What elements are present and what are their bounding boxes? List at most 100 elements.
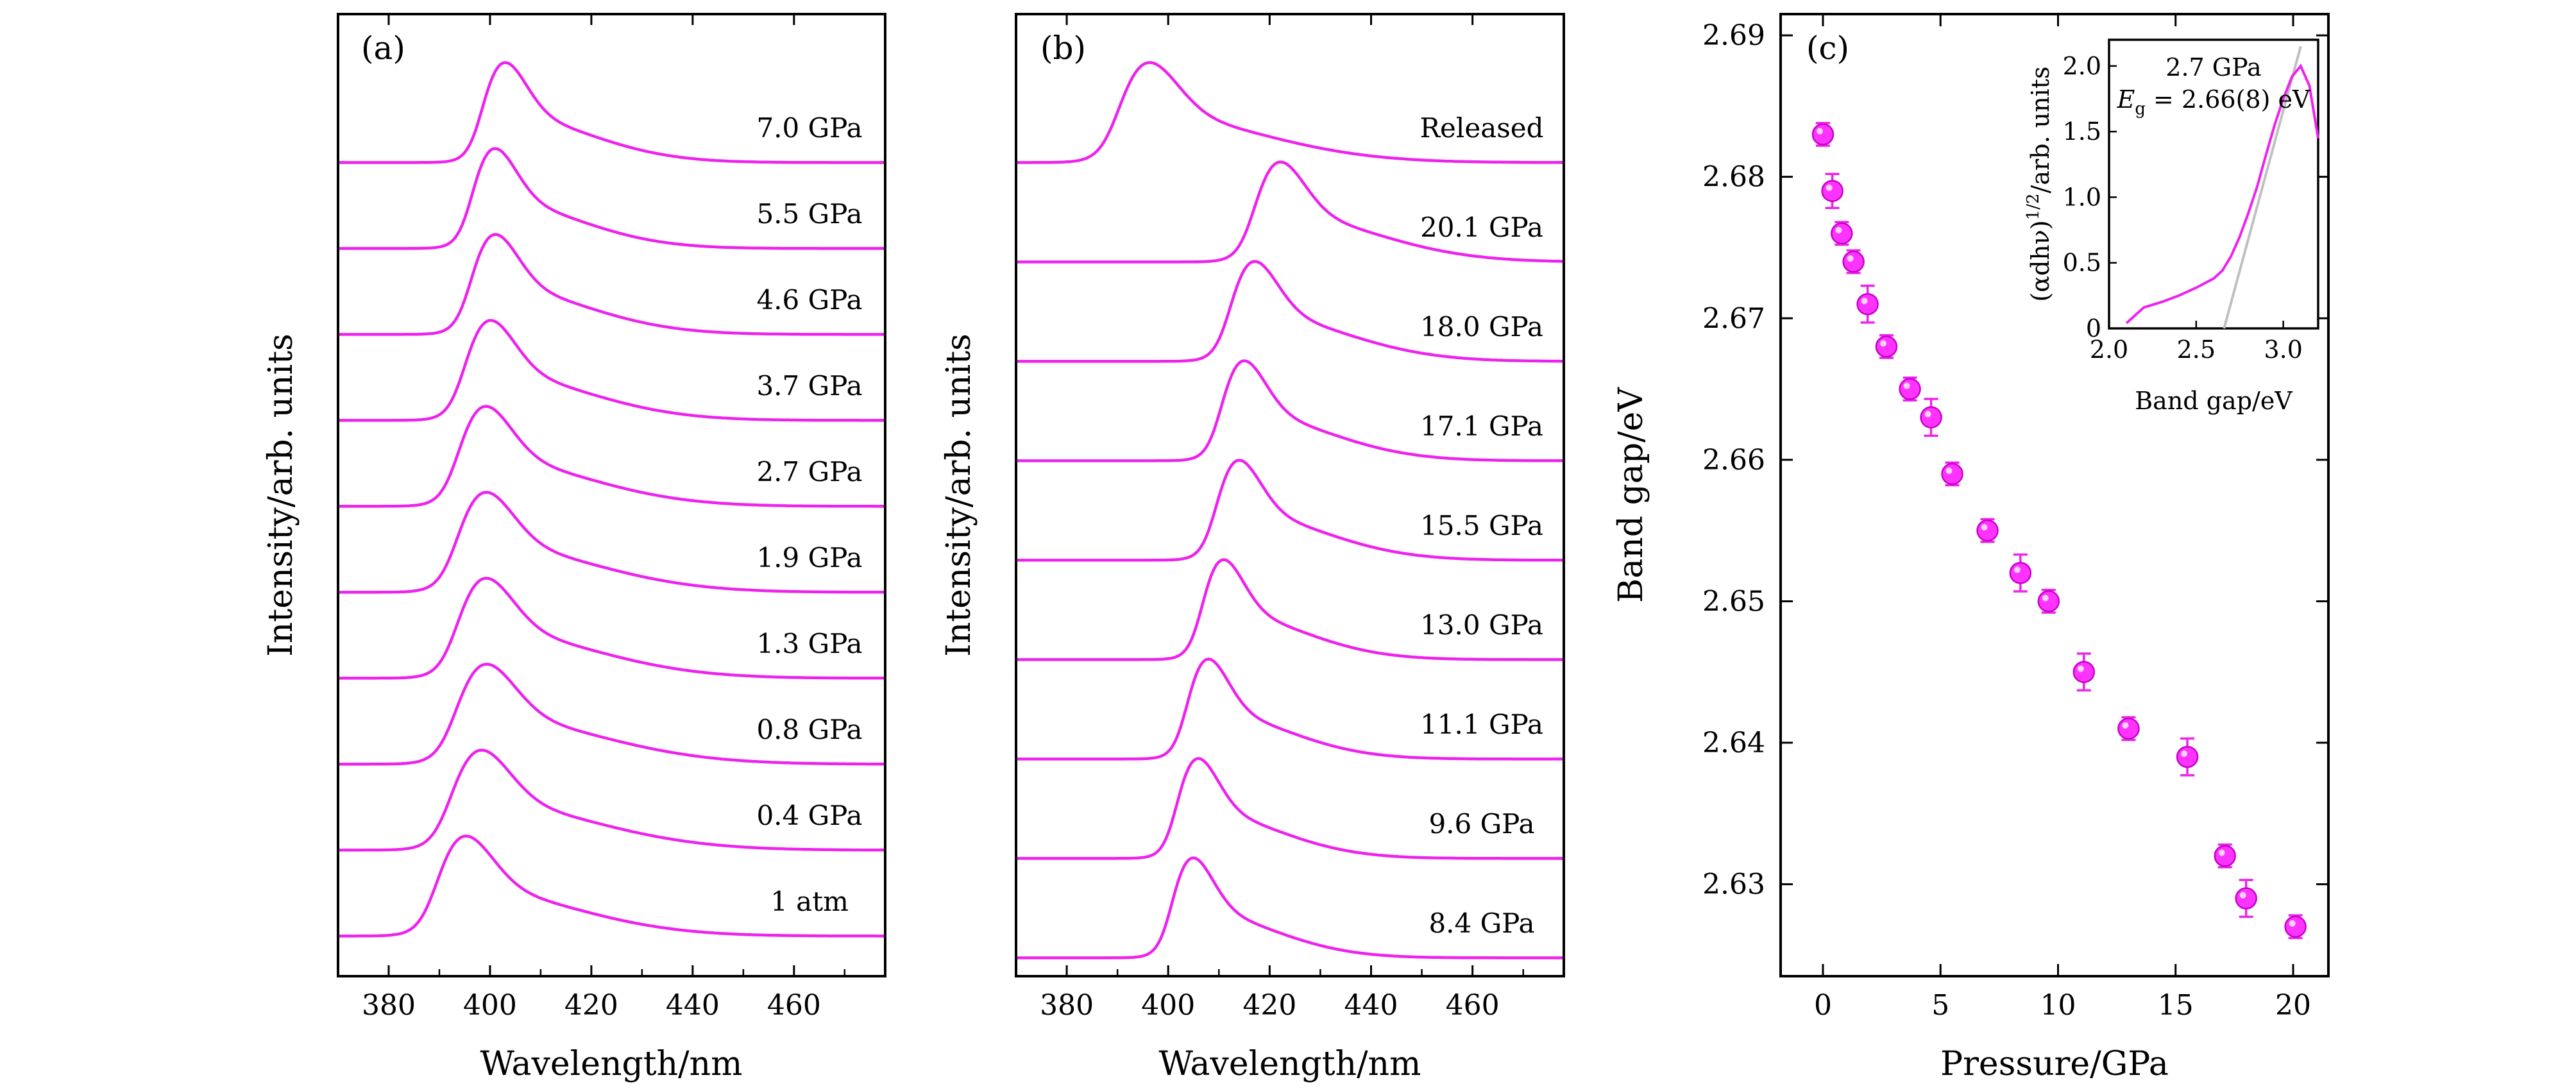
panel-a-series-labels: 1 atm 0.4 GPa 0.8 GPa 1.3 GPa 1.9 GPa 2.7 GPa… bbox=[756, 112, 862, 917]
series-label: 5.5 GPa bbox=[756, 198, 862, 230]
inset-x-tick-label: 2.5 bbox=[2177, 335, 2216, 364]
data-point bbox=[2214, 843, 2236, 868]
panel-b: 8.4 GPa 9.6 GPa 11.1 GPa 13.0 GPa 15.5 GPa 17… bbox=[940, 13, 1565, 1083]
spectrum-line bbox=[338, 663, 886, 766]
series-label: Released bbox=[1419, 112, 1543, 144]
spectrum-line bbox=[338, 405, 885, 508]
inset-y-tick-label: 2.0 bbox=[2063, 52, 2101, 80]
spectrum-line bbox=[338, 147, 885, 250]
x-tick-label: 10 bbox=[2040, 989, 2076, 1022]
x-tick-label: 440 bbox=[1344, 989, 1398, 1022]
spectrum-line bbox=[1016, 657, 1564, 761]
data-point bbox=[1842, 249, 1865, 275]
panel-a-frame bbox=[337, 13, 886, 977]
data-point bbox=[1976, 518, 1999, 543]
series-label: 18.0 GPa bbox=[1420, 311, 1543, 343]
series-label: 7.0 GPa bbox=[756, 112, 862, 144]
panel-c-xlabel: Pressure/GPa bbox=[1940, 1045, 2169, 1083]
x-tick-label: 15 bbox=[2158, 989, 2194, 1022]
x-tick-label: 0 bbox=[1814, 989, 1832, 1022]
panel-c-frame bbox=[1779, 13, 2330, 977]
series-label: 17.1 GPa bbox=[1420, 410, 1543, 442]
data-point bbox=[1899, 376, 1921, 402]
series-label: 1.3 GPa bbox=[756, 628, 862, 659]
data-point bbox=[1920, 398, 1942, 437]
series-label: 8.4 GPa bbox=[1428, 908, 1534, 939]
inset-y-tick-label: 0.5 bbox=[2063, 249, 2101, 277]
spectrum-line bbox=[338, 491, 885, 594]
data-point bbox=[2072, 652, 2096, 692]
panel-b-series-labels: 8.4 GPa 9.6 GPa 11.1 GPa 13.0 GPa 15.5 GPa 17… bbox=[1419, 112, 1543, 939]
panel-c-ticks: 0 5 10 15 20 2.63 2.64 2.65 2.66 2.67 2.68 2.69 bbox=[1702, 14, 2328, 1022]
x-tick-label: 420 bbox=[1242, 989, 1296, 1022]
spectrum-line bbox=[1016, 61, 1564, 164]
panel-a-xlabel: Wavelength/nm bbox=[480, 1045, 743, 1083]
y-tick-label: 2.68 bbox=[1702, 161, 1765, 194]
series-label: 2.7 GPa bbox=[756, 456, 862, 487]
panel-b-xlabel: Wavelength/nm bbox=[1159, 1045, 1421, 1083]
data-point bbox=[2176, 737, 2199, 777]
data-point bbox=[1875, 334, 1898, 359]
data-point bbox=[2009, 553, 2032, 593]
panel-a-x-ticks: 380 400 420 440 460 bbox=[337, 14, 846, 1022]
panel-a-curves bbox=[338, 61, 886, 938]
x-tick-label: 440 bbox=[666, 989, 720, 1022]
series-label: 1.9 GPa bbox=[756, 542, 862, 573]
panel-b-curves bbox=[1016, 61, 1564, 960]
x-tick-label: 5 bbox=[1931, 989, 1949, 1022]
inset-y-tick-label: 0 bbox=[2086, 314, 2101, 343]
spectrum-line bbox=[1016, 558, 1564, 661]
spectrum-line bbox=[1016, 359, 1564, 462]
spectrum-line bbox=[1016, 459, 1564, 562]
panel-c-ylabel: Band gap/eV bbox=[1612, 387, 1650, 603]
panel-a: 1 atm 0.4 GPa 0.8 GPa 1.3 GPa 1.9 GPa 2.7 GPa… bbox=[262, 13, 886, 1083]
data-point bbox=[1821, 173, 1843, 209]
x-tick-label: 400 bbox=[463, 989, 517, 1022]
x-tick-label: 380 bbox=[362, 989, 416, 1022]
spectrum-line bbox=[338, 577, 885, 680]
panel-b-label: (b) bbox=[1040, 30, 1086, 67]
inset-curves bbox=[2125, 46, 2319, 329]
series-label: 0.4 GPa bbox=[756, 800, 862, 831]
spectrum-line bbox=[1016, 260, 1564, 363]
panel-a-ylabel: Intensity/arb. units bbox=[262, 334, 300, 657]
inset-ticks: 2.0 2.5 3.0 0 0.5 1.0 1.5 2.0 bbox=[2063, 52, 2303, 364]
inset-curve bbox=[2125, 63, 2319, 325]
panel-c-label: (c) bbox=[1806, 30, 1849, 67]
spectrum-line bbox=[338, 748, 885, 852]
panel-b-frame bbox=[1015, 13, 1565, 977]
y-tick-label: 2.67 bbox=[1702, 302, 1765, 335]
inset-x-tick-label: 3.0 bbox=[2264, 335, 2302, 364]
spectrum-line bbox=[1016, 160, 1564, 264]
data-point bbox=[2037, 589, 2060, 614]
series-label: 11.1 GPa bbox=[1420, 709, 1543, 740]
series-label: 3.7 GPa bbox=[756, 370, 862, 402]
inset-fit-line bbox=[2223, 46, 2302, 329]
data-point bbox=[1831, 221, 1853, 246]
series-label: 15.5 GPa bbox=[1420, 510, 1543, 541]
inset-ylabel: (αdhν)1/2/arb. units bbox=[2024, 66, 2055, 301]
inset-eg-label: Eg = 2.66(8) eV bbox=[2117, 85, 2310, 119]
x-tick-label: 420 bbox=[564, 989, 618, 1022]
panel-b-x-ticks: 380 400 420 440 460 bbox=[1015, 14, 1524, 1022]
y-tick-label: 2.69 bbox=[1702, 19, 1765, 52]
data-point bbox=[2117, 716, 2140, 741]
spectrum-line bbox=[338, 319, 885, 422]
series-label: 1 atm bbox=[770, 886, 849, 917]
spectrum-line bbox=[1016, 757, 1564, 860]
spectrum-line bbox=[338, 233, 885, 336]
inset-y-tick-label: 1.0 bbox=[2063, 183, 2101, 211]
y-tick-label: 2.65 bbox=[1702, 585, 1765, 618]
series-label: 0.8 GPa bbox=[756, 714, 862, 745]
x-tick-label: 460 bbox=[767, 989, 821, 1022]
inset-y-tick-label: 1.5 bbox=[2063, 117, 2101, 146]
y-tick-label: 2.63 bbox=[1702, 868, 1765, 901]
x-tick-label: 380 bbox=[1040, 989, 1094, 1022]
panel-c: 0 5 10 15 20 2.63 2.64 2.65 2.66 2.67 2.68 2.69 (c)… bbox=[1612, 13, 2330, 1083]
x-tick-label: 400 bbox=[1141, 989, 1195, 1022]
panel-a-label: (a) bbox=[361, 30, 405, 67]
y-tick-label: 2.64 bbox=[1702, 727, 1765, 759]
inset-x-tick-label: 2.0 bbox=[2090, 335, 2128, 364]
inset-plot: 2.0 2.5 3.0 0 0.5 1.0 1.5 2.0 2.7 GPa Eg = 2.66… bbox=[2024, 38, 2319, 415]
